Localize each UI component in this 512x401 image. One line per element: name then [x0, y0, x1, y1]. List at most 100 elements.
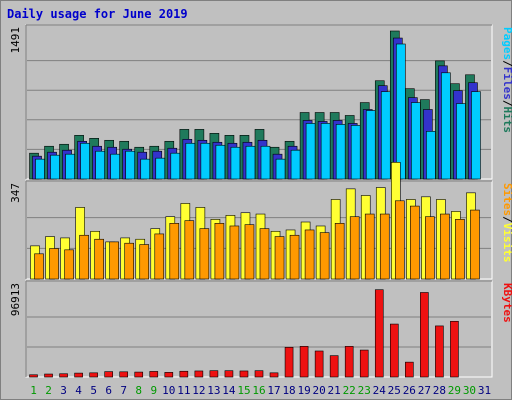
x-tick-label: 12 — [192, 384, 205, 397]
bar-sites-day-30 — [470, 209, 480, 280]
chart-panels: 1491Pages/Files/Hits347Sites/Visits96913… — [9, 24, 512, 378]
x-tick-label: 11 — [177, 384, 190, 397]
series-sites — [34, 200, 480, 280]
bar-sites-day-13 — [214, 223, 225, 280]
bar-pages-day-9 — [155, 157, 166, 180]
bar-sites-day-20 — [319, 232, 330, 280]
bar-sites-day-1 — [34, 253, 44, 280]
bar-sites-day-17 — [274, 236, 285, 280]
bar-kbytes-day-4 — [74, 372, 83, 378]
x-tick-label: 31 — [478, 384, 491, 397]
bar-kbytes-day-2 — [44, 373, 53, 378]
legend-entry: Pages — [501, 27, 512, 60]
bar-kbytes-day-5 — [89, 372, 98, 378]
panel-max-label: 96913 — [9, 283, 22, 316]
bar-sites-day-23 — [364, 213, 375, 280]
bar-kbytes-day-29 — [450, 320, 459, 378]
bar-sites-day-6 — [109, 241, 119, 280]
bar-sites-day-10 — [169, 223, 180, 280]
bar-sites-day-4 — [79, 234, 89, 280]
bar-pages-day-22 — [350, 125, 361, 180]
x-tick-label: 5 — [90, 384, 97, 397]
bar-sites-day-28 — [440, 213, 450, 280]
x-tick-label: 20 — [313, 384, 326, 397]
panel-visits-sites: 347 Sites/Visits — [9, 162, 512, 280]
bar-pages-day-1 — [35, 158, 45, 180]
x-tick-label: 27 — [418, 384, 431, 397]
bar-pages-day-23 — [365, 110, 376, 180]
bar-pages-day-25 — [395, 43, 406, 180]
panel-max-label: 347 — [9, 183, 22, 203]
bar-sites-day-21 — [334, 223, 345, 280]
bar-sites-day-26 — [410, 205, 420, 280]
bar-pages-day-5 — [95, 150, 105, 180]
bar-sites-day-18 — [289, 234, 300, 280]
legend-entry: Files — [501, 67, 512, 100]
bar-kbytes-day-3 — [59, 373, 68, 378]
panel-max-label: 1491 — [9, 27, 22, 54]
bar-pages-day-10 — [170, 152, 181, 180]
bar-kbytes-day-27 — [420, 292, 429, 378]
bar-kbytes-day-16 — [254, 370, 264, 378]
legend-entry: / — [501, 216, 512, 223]
bar-pages-day-16 — [260, 145, 271, 180]
bar-sites-day-14 — [229, 225, 240, 280]
bar-sites-day-7 — [124, 242, 135, 280]
bar-pages-day-18 — [290, 149, 301, 180]
chart-title: Daily usage for June 2019 — [7, 7, 188, 21]
bar-sites-day-15 — [244, 224, 255, 280]
x-tick-label: 16 — [252, 384, 265, 397]
bar-pages-day-21 — [335, 124, 346, 180]
bar-pages-day-11 — [185, 142, 196, 180]
bar-kbytes-day-23 — [359, 349, 369, 378]
bar-kbytes-day-25 — [389, 323, 399, 378]
bar-pages-day-17 — [275, 158, 286, 180]
panel-legend: Pages/Files/Hits — [501, 27, 512, 133]
x-tick-label: 23 — [358, 384, 371, 397]
bar-kbytes-day-26 — [405, 361, 414, 378]
x-tick-label: 9 — [150, 384, 157, 397]
bar-sites-day-8 — [139, 244, 150, 280]
bar-kbytes-day-24 — [374, 289, 384, 378]
bar-sites-day-19 — [304, 229, 315, 280]
x-tick-label: 2 — [45, 384, 52, 397]
bar-sites-day-9 — [154, 233, 165, 280]
x-tick-label: 3 — [60, 384, 67, 397]
x-tick-label: 19 — [297, 384, 310, 397]
bar-sites-day-16 — [259, 228, 270, 280]
bar-kbytes-day-22 — [344, 346, 354, 378]
bar-pages-day-12 — [200, 142, 211, 180]
bar-kbytes-day-15 — [239, 370, 249, 378]
bar-kbytes-day-14 — [224, 370, 234, 378]
bar-kbytes-day-20 — [314, 350, 324, 378]
legend-entry: Sites — [501, 183, 512, 216]
x-tick-label: 6 — [105, 384, 112, 397]
panel-legend: KBytes — [501, 283, 512, 323]
bar-pages-day-2 — [50, 154, 60, 180]
bar-pages-day-4 — [80, 142, 90, 180]
bar-pages-day-30 — [471, 91, 481, 180]
panel-legend: Sites/Visits — [501, 183, 512, 263]
x-tick-label: 8 — [135, 384, 142, 397]
bar-pages-day-20 — [320, 123, 331, 180]
bar-kbytes-day-19 — [299, 346, 309, 378]
bar-kbytes-day-18 — [284, 346, 294, 378]
x-tick-label: 7 — [120, 384, 127, 397]
bar-sites-day-29 — [455, 219, 465, 280]
bar-pages-day-26 — [411, 102, 421, 180]
bar-pages-day-3 — [65, 153, 75, 180]
bar-sites-day-12 — [199, 228, 210, 280]
bar-kbytes-day-6 — [104, 371, 113, 378]
bar-sites-day-11 — [184, 220, 195, 280]
x-tick-label: 18 — [282, 384, 295, 397]
bar-pages-day-7 — [125, 150, 136, 180]
series-kbytes — [29, 289, 459, 378]
x-tick-label: 4 — [75, 384, 82, 397]
legend-entry: / — [501, 100, 512, 107]
bar-sites-day-2 — [49, 248, 59, 280]
x-tick-label: 14 — [222, 384, 236, 397]
x-tick-label: 26 — [403, 384, 416, 397]
